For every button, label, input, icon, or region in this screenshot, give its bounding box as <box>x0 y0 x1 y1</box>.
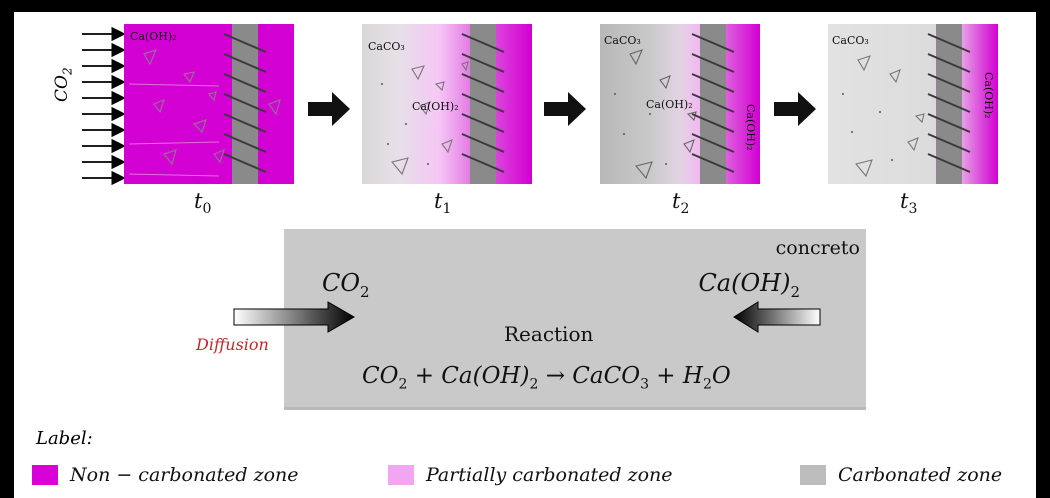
legend-swatch-partially-carbonated <box>388 465 414 485</box>
panel-t1-chem-mid: Ca(OH)₂ <box>412 100 459 113</box>
panel-t2-chem-mid: Ca(OH)₂ <box>646 98 693 111</box>
panel-t3-time: t3 <box>900 189 918 218</box>
diffusion-label: Diffusion <box>196 335 269 354</box>
panel-t0-chem-top: Ca(OH)₂ <box>130 30 177 43</box>
legend-item-non-carbonated: Non − carbonated zone <box>32 462 299 488</box>
panel-t2-chem-side: Ca(OH)₂ <box>744 104 757 151</box>
legend-title: Label: <box>36 428 93 449</box>
reaction-co2-label: CO2 <box>322 269 370 301</box>
legend-label-carbonated: Carbonated zone <box>838 464 1003 486</box>
step-arrow-3 <box>774 92 816 126</box>
diagram-canvas: CO2 <box>14 12 1036 498</box>
panel-t2-time: t2 <box>672 189 690 218</box>
panel-t2 <box>600 24 760 184</box>
concreto-label: concreto <box>775 237 860 259</box>
co2-incoming-arrows <box>82 26 126 186</box>
co2-side-label: CO2 <box>52 67 75 102</box>
panel-t1-chem-top: CaCO₃ <box>368 40 405 53</box>
legend-swatch-non-carbonated <box>32 465 58 485</box>
panel-t0-time: t0 <box>194 189 212 218</box>
legend-swatch-carbonated <box>800 465 826 485</box>
diffusion-arrow <box>233 301 356 333</box>
reaction-center-label: Reaction <box>504 322 594 346</box>
legend-item-partially-carbonated: Partially carbonated zone <box>388 462 673 488</box>
panel-t3 <box>828 24 998 184</box>
panel-t3-chem-top: CaCO₃ <box>832 34 869 47</box>
panel-t1 <box>362 24 532 184</box>
panel-t0 <box>124 24 294 184</box>
step-arrow-2 <box>544 92 586 126</box>
reaction-caoh2-label: Ca(OH)2 <box>698 269 800 301</box>
panel-t3-chem-side: Ca(OH)₂ <box>982 72 995 119</box>
reaction-equation: CO2 + Ca(OH)2 → CaCO3 + H2O <box>362 363 731 393</box>
caoh2-arrow <box>733 301 821 333</box>
panel-t1-time: t1 <box>434 189 452 218</box>
legend-item-carbonated: Carbonated zone <box>800 462 1002 488</box>
step-arrow-1 <box>308 92 350 126</box>
panel-t2-chem-top: CaCO₃ <box>604 34 641 47</box>
legend-label-non-carbonated: Non − carbonated zone <box>70 464 299 486</box>
legend-label-partially-carbonated: Partially carbonated zone <box>426 464 673 486</box>
